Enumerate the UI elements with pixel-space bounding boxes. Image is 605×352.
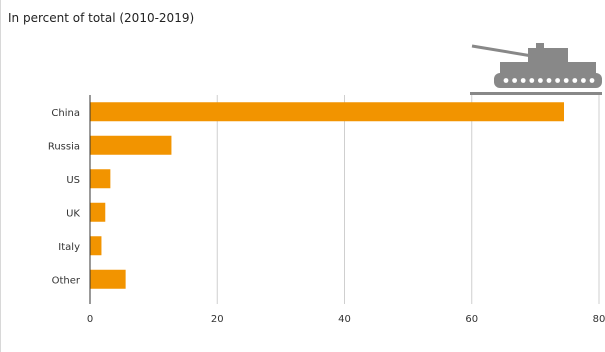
grid-lines [216, 95, 600, 304]
tank-icon [470, 43, 602, 95]
bar-us [90, 169, 111, 189]
bar-uk [90, 202, 106, 222]
chart-subtitle: In percent of total (2010-2019) [8, 11, 195, 25]
x-tick-label: 60 [465, 314, 478, 325]
category-labels: China Russia US UK Italy Other [48, 108, 81, 287]
bar-other [90, 269, 126, 289]
category-label-italy: Italy [58, 242, 80, 253]
frame-border [0, 0, 1, 352]
bar-italy [90, 236, 102, 256]
bar-russia [90, 135, 172, 155]
category-label-other: Other [52, 275, 81, 286]
category-label-uk: UK [66, 208, 80, 219]
category-label-china: China [51, 108, 80, 119]
x-tick-label: 40 [338, 314, 351, 325]
category-label-us: US [66, 175, 80, 186]
x-tick-label: 80 [593, 314, 605, 325]
category-label-russia: Russia [48, 141, 80, 152]
tick-labels: 0 20 40 60 80 [87, 314, 605, 325]
bars [90, 102, 565, 289]
x-tick-label: 0 [87, 314, 93, 325]
x-tick-label: 20 [211, 314, 224, 325]
bar-china [90, 102, 565, 122]
